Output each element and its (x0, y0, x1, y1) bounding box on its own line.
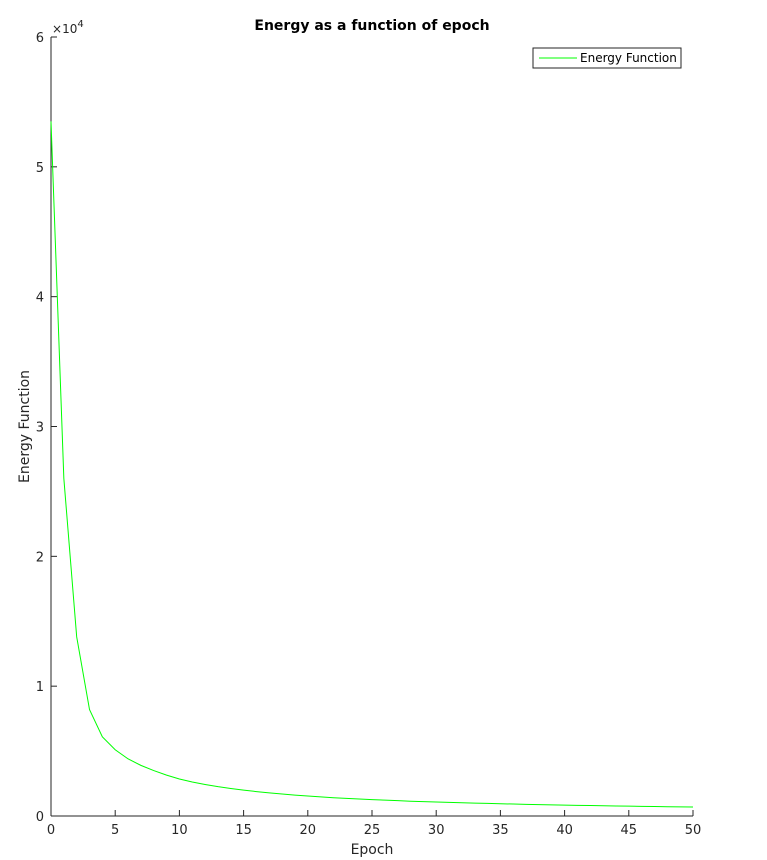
x-tick-label: 40 (556, 823, 573, 838)
exponent-base: 10 (62, 22, 77, 36)
exponent-power: 4 (77, 19, 83, 30)
x-tick-label: 45 (621, 823, 638, 838)
exponent-times: × (52, 22, 62, 36)
series (50, 121, 694, 808)
x-tick-label: 20 (300, 823, 317, 838)
x-tick-label: 50 (685, 823, 702, 838)
x-axis-label: Epoch (351, 842, 394, 858)
legend: Energy Function (532, 47, 682, 69)
y-tick-label: 6 (36, 31, 44, 46)
y-axis-label: Energy Function (17, 370, 33, 483)
chart-title: Energy as a function of epoch (254, 18, 489, 34)
y-tick-label: 3 (36, 421, 44, 436)
legend-label: Energy Function (580, 51, 677, 65)
x-tick-label: 35 (492, 823, 509, 838)
x-tick-label: 15 (235, 823, 252, 838)
y-axis-exponent: ×104 (52, 19, 84, 36)
legend-box (532, 47, 682, 69)
axes (50, 37, 693, 817)
y-tick-label: 1 (36, 680, 44, 695)
x-tick-label: 10 (171, 823, 188, 838)
y-tick-label: 2 (36, 550, 44, 565)
series-line-energy-function (50, 121, 694, 808)
y-tick-label: 5 (36, 161, 44, 176)
y-tick-label: 4 (36, 291, 44, 306)
x-tick-label: 0 (47, 823, 55, 838)
x-tick-label: 25 (364, 823, 381, 838)
y-tick-label: 0 (36, 810, 44, 825)
x-tick-label: 30 (428, 823, 445, 838)
x-tick-label: 5 (111, 823, 119, 838)
